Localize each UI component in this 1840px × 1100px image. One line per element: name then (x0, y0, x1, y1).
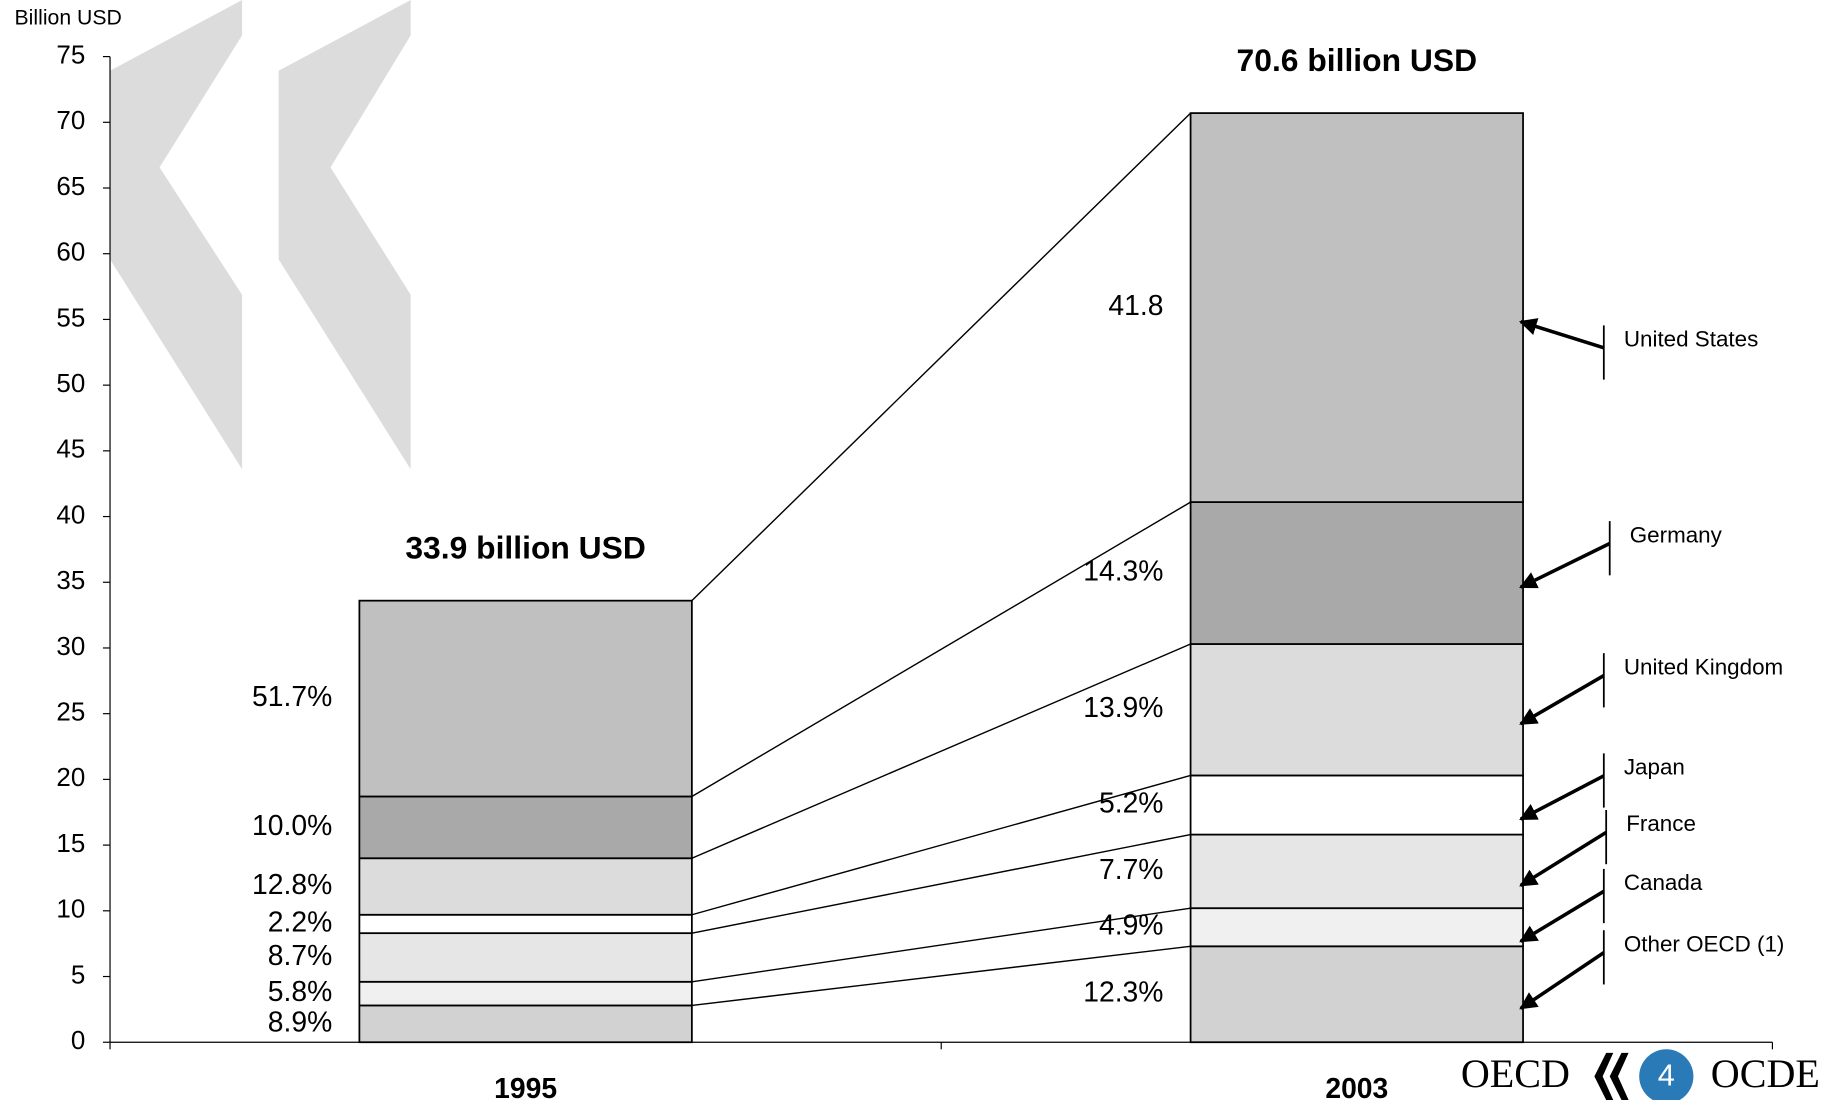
connector (691, 945, 1191, 1007)
connector (691, 112, 1192, 602)
share-label: 10.0% (252, 809, 332, 841)
share-label: 12.8% (252, 868, 332, 900)
legend-label: Germany (1630, 522, 1723, 547)
y-tick-label: 70 (56, 107, 85, 135)
legend-arrow (1519, 830, 1608, 888)
y-axis-label: Billion USD (15, 6, 122, 29)
bar-segment (1189, 907, 1524, 948)
legend-label: United States (1624, 327, 1758, 352)
y-tick-label: 75 (56, 41, 85, 69)
y-tick-label: 0 (71, 1027, 85, 1055)
bar-segment (358, 980, 693, 1007)
share-label: 2.2% (268, 905, 332, 937)
y-tick-label: 60 (56, 239, 85, 267)
share-label: 51.7% (252, 680, 332, 712)
legend-label: Japan (1624, 755, 1685, 780)
y-tick-label: 45 (56, 436, 85, 464)
y-tick-label: 30 (56, 633, 85, 661)
legend-label: France (1626, 811, 1696, 836)
legend-arrow (1519, 674, 1605, 726)
y-tick-label: 65 (56, 173, 85, 201)
y-tick-label: 10 (56, 896, 85, 924)
share-label: 14.3% (1083, 555, 1163, 587)
total-label: 70.6 billion USD (1237, 42, 1478, 78)
share-label: 12.3% (1083, 976, 1163, 1008)
connector (691, 774, 1191, 916)
logo-text: OECD (1461, 1051, 1570, 1096)
bar-segment (358, 932, 693, 983)
connector (691, 643, 1191, 859)
legend-arrow (1519, 318, 1605, 350)
y-tick-label: 15 (56, 830, 85, 858)
watermark (110, 0, 411, 470)
bar-segment (1189, 945, 1524, 1044)
bar-segment (358, 857, 693, 916)
share-label: 7.7% (1099, 853, 1163, 885)
page-number: 4 (1658, 1059, 1675, 1093)
bar-segment (1189, 501, 1524, 645)
legend-label: Other OECD (1) (1624, 931, 1785, 956)
share-label: 8.9% (268, 1005, 332, 1037)
bar-segment (1189, 774, 1524, 836)
y-tick-label: 55 (56, 304, 85, 332)
connector (691, 501, 1191, 798)
connector (691, 833, 1191, 934)
logo: OECD 4 OCDE (1461, 1049, 1820, 1100)
bar-segment (358, 599, 693, 798)
bar-segment (1189, 833, 1524, 910)
bar-segment (1189, 112, 1524, 503)
connector (691, 907, 1191, 983)
legend-label: United Kingdom (1624, 654, 1783, 679)
share-label: 5.8% (268, 975, 332, 1007)
y-tick-label: 35 (56, 567, 85, 595)
y-tick-label: 40 (56, 501, 85, 529)
legend-arrow (1519, 951, 1605, 1010)
legend-arrow (1519, 774, 1605, 821)
share-label: 13.9% (1083, 691, 1163, 723)
x-tick-label: 2003 (1325, 1072, 1388, 1100)
bar-segment (1189, 643, 1524, 777)
y-tick-label: 20 (56, 764, 85, 792)
legend-arrow (1519, 541, 1611, 589)
total-label: 33.9 billion USD (405, 529, 646, 565)
share-label: 41.8 (1108, 289, 1163, 321)
y-tick-label: 25 (56, 699, 85, 727)
bar-segment (358, 913, 693, 935)
legend-label: Canada (1624, 870, 1703, 895)
logo-text: OCDE (1711, 1051, 1820, 1096)
y-tick-label: 5 (71, 961, 85, 989)
bar-segment (358, 1004, 693, 1044)
y-tick-label: 50 (56, 370, 85, 398)
bar-segment (358, 795, 693, 860)
legend-arrow (1519, 889, 1605, 943)
share-label: 8.7% (268, 939, 332, 971)
x-tick-label: 1995 (494, 1072, 557, 1100)
share-label: 5.2% (1099, 786, 1163, 818)
